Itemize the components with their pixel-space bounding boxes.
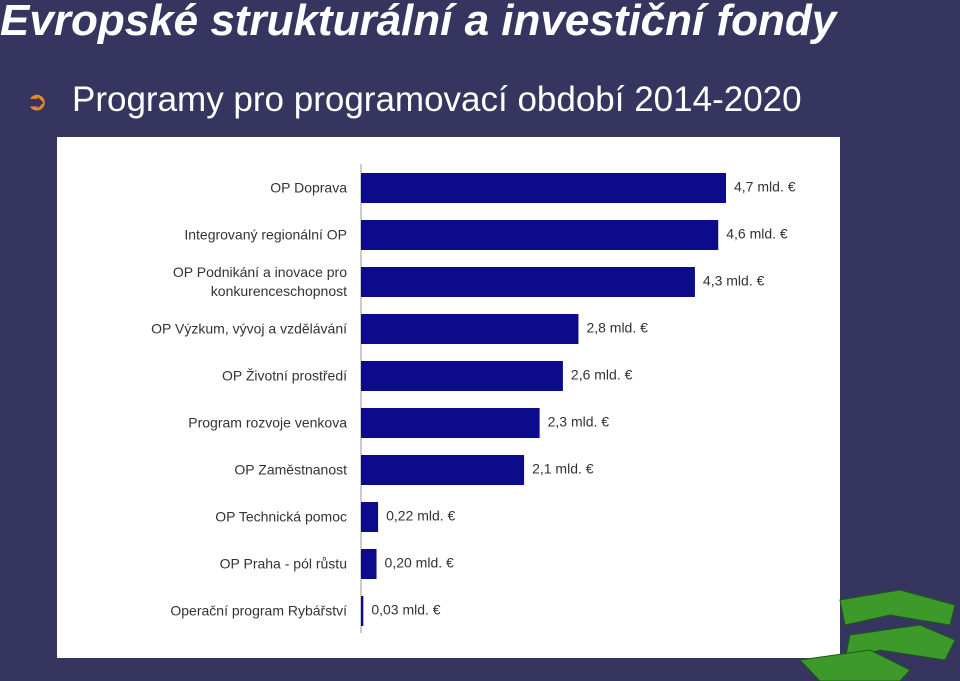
bar	[361, 314, 579, 344]
bar	[361, 502, 379, 532]
value-label: 2,1 mld. €	[532, 461, 594, 477]
category-label: OP Zaměstnanost	[234, 461, 347, 478]
value-label: 2,3 mld. €	[548, 414, 610, 430]
value-label: 4,7 mld. €	[734, 179, 796, 195]
category-label: OP Technická pomoc	[215, 508, 347, 525]
category-label: Integrovaný regionální OP	[184, 226, 347, 243]
bullet-icon: ➲	[26, 86, 48, 116]
value-label: 4,6 mld. €	[726, 226, 788, 242]
maze-decoration	[798, 589, 956, 681]
bar	[361, 408, 540, 438]
category-label: OP Výzkum, vývoj a vzdělávání	[151, 320, 347, 337]
bar	[361, 549, 377, 579]
value-label: 0,03 mld. €	[371, 602, 440, 618]
bar	[361, 173, 726, 203]
bullet-text: Programy pro programovací období 2014-20…	[72, 80, 802, 119]
category-label: Operační program Rybářství	[170, 602, 347, 619]
bar	[361, 361, 563, 391]
slide-title: Evropské strukturální a investiční fondy	[0, 0, 837, 45]
bar	[361, 455, 525, 485]
category-label: Program rozvoje venkova	[188, 414, 347, 431]
value-label: 2,6 mld. €	[571, 367, 633, 383]
bar	[361, 220, 719, 250]
category-label: OP Doprava	[270, 179, 347, 196]
value-label: 2,8 mld. €	[586, 320, 648, 336]
bar	[361, 267, 695, 297]
category-label: OP Praha - pól růstu	[219, 555, 347, 572]
category-label: OP Životní prostředí	[221, 367, 347, 384]
bar	[361, 596, 364, 626]
category-label: OP Podnikání a inovace pro konkurencesch…	[172, 264, 347, 299]
value-label: 0,22 mld. €	[386, 508, 455, 524]
value-label: 0,20 mld. €	[385, 555, 454, 571]
value-label: 4,3 mld. €	[703, 273, 765, 289]
